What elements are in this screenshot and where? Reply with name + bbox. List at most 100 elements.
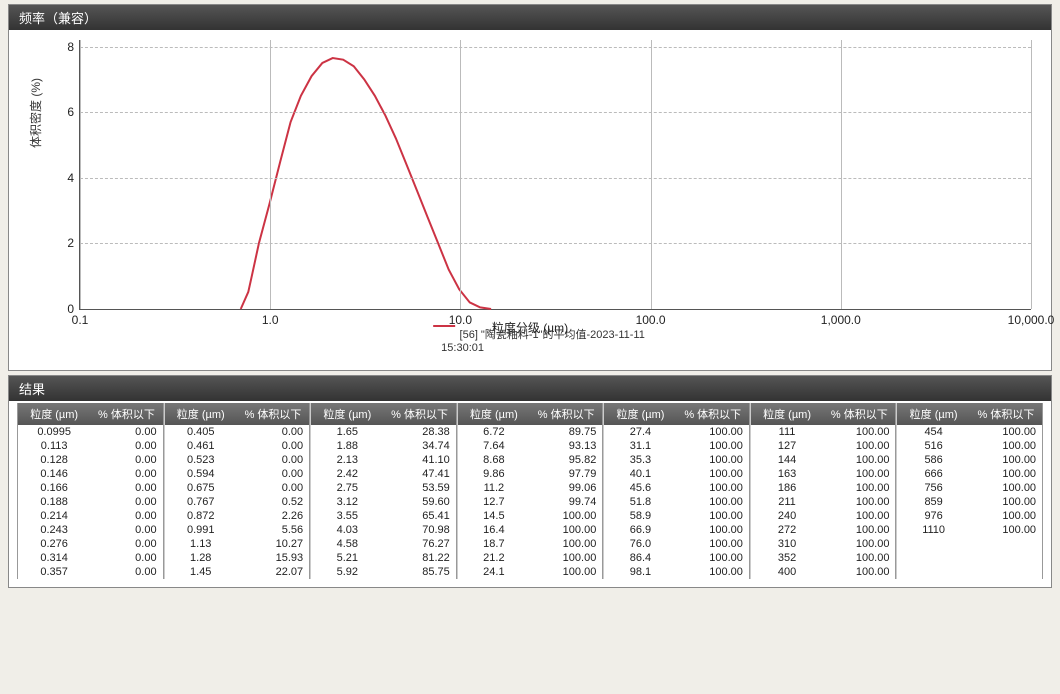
results-column-header: 粒度 (µm)% 体积以下 [165,403,310,425]
cell-percent: 0.00 [90,467,162,481]
cell-percent: 100.00 [677,537,749,551]
cell-size: 0.461 [165,439,237,453]
table-row: 240100.00 [751,509,896,523]
results-column-group: 粒度 (µm)% 体积以下1.6528.381.8834.742.1341.10… [310,403,457,579]
table-row: 6.7289.75 [458,425,603,439]
cell-size: 0.146 [18,467,90,481]
cell-size: 0.523 [165,453,237,467]
cell-size: 3.12 [311,495,383,509]
results-column-header: 粒度 (µm)% 体积以下 [604,403,749,425]
table-row: 0.2140.00 [18,509,163,523]
cell-percent: 100.00 [970,467,1042,481]
cell-size: 756 [897,481,969,495]
cell-percent: 0.00 [237,481,309,495]
cell-percent: 53.59 [383,481,455,495]
table-row: 976100.00 [897,509,1042,523]
grid-horizontal [80,47,1031,48]
cell-size: 8.68 [458,453,530,467]
distribution-curve [80,40,1031,309]
cell-size: 310 [751,537,823,551]
cell-percent: 0.00 [90,481,162,495]
table-row: 0.9915.56 [165,523,310,537]
cell-size: 111 [751,425,823,439]
cell-size: 163 [751,467,823,481]
table-row: 516100.00 [897,439,1042,453]
cell-size: 0.276 [18,537,90,551]
table-row: 0.7670.52 [165,495,310,509]
cell-size: 5.21 [311,551,383,565]
cell-percent: 85.75 [383,565,455,579]
cell-size: 1.65 [311,425,383,439]
xtick-label: 10,000.0 [1008,309,1055,327]
cell-percent: 2.26 [237,509,309,523]
cell-size: 4.03 [311,523,383,537]
cell-size: 0.128 [18,453,90,467]
header-percent: % 体积以下 [823,403,895,425]
header-percent: % 体积以下 [530,403,602,425]
table-row: 0.09950.00 [18,425,163,439]
cell-size: 352 [751,551,823,565]
cell-size: 0.113 [18,439,90,453]
cell-percent: 100.00 [970,425,1042,439]
results-column-header: 粒度 (µm)% 体积以下 [18,403,163,425]
table-row: 144100.00 [751,453,896,467]
legend-line-sample [434,325,456,327]
cell-percent: 15.93 [237,551,309,565]
grid-vertical [841,40,842,309]
cell-size: 127 [751,439,823,453]
table-row: 9.8697.79 [458,467,603,481]
cell-percent: 100.00 [677,481,749,495]
cell-size: 58.9 [604,509,676,523]
cell-percent: 100.00 [530,537,602,551]
table-row: 2.1341.10 [311,453,456,467]
table-row: 186100.00 [751,481,896,495]
header-percent: % 体积以下 [383,403,455,425]
cell-percent: 100.00 [677,467,749,481]
cell-percent: 100.00 [530,551,602,565]
cell-size: 0.214 [18,509,90,523]
cell-size: 4.58 [311,537,383,551]
cell-size: 859 [897,495,969,509]
table-row: 0.1880.00 [18,495,163,509]
cell-percent: 100.00 [823,467,895,481]
cell-percent: 0.00 [237,453,309,467]
cell-percent: 0.00 [237,425,309,439]
table-row: 400100.00 [751,565,896,579]
table-row: 1.1310.27 [165,537,310,551]
table-row: 0.5230.00 [165,453,310,467]
cell-size: 98.1 [604,565,676,579]
header-percent: % 体积以下 [677,403,749,425]
ytick-label: 4 [67,171,80,185]
results-column-group: 粒度 (µm)% 体积以下6.7289.757.6493.138.6895.82… [457,403,604,579]
cell-size: 40.1 [604,467,676,481]
table-row: 98.1100.00 [604,565,749,579]
cell-size: 11.2 [458,481,530,495]
cell-size: 27.4 [604,425,676,439]
table-row: 21.2100.00 [458,551,603,565]
results-column-body: 454100.00516100.00586100.00666100.007561… [897,425,1042,537]
table-row: 18.7100.00 [458,537,603,551]
results-column-group: 粒度 (µm)% 体积以下0.4050.000.4610.000.5230.00… [164,403,311,579]
cell-size: 18.7 [458,537,530,551]
frequency-chart-panel: 频率（兼容） 体积密度 (%) 024680.11.010.0100.01,00… [8,4,1052,371]
grid-vertical [80,40,81,309]
header-size: 粒度 (µm) [751,403,823,425]
table-row: 666100.00 [897,467,1042,481]
table-row: 3.5565.41 [311,509,456,523]
grid-vertical [270,40,271,309]
cell-size: 586 [897,453,969,467]
cell-percent: 100.00 [970,509,1042,523]
cell-percent: 100.00 [677,453,749,467]
xtick-label: 0.1 [72,309,89,327]
cell-size: 0.872 [165,509,237,523]
cell-size: 51.8 [604,495,676,509]
table-row: 352100.00 [751,551,896,565]
cell-percent: 0.00 [90,523,162,537]
header-size: 粒度 (µm) [18,403,90,425]
cell-percent: 100.00 [677,509,749,523]
grid-vertical [651,40,652,309]
grid-horizontal [80,178,1031,179]
table-row: 1.8834.74 [311,439,456,453]
header-percent: % 体积以下 [237,403,309,425]
table-row: 14.5100.00 [458,509,603,523]
